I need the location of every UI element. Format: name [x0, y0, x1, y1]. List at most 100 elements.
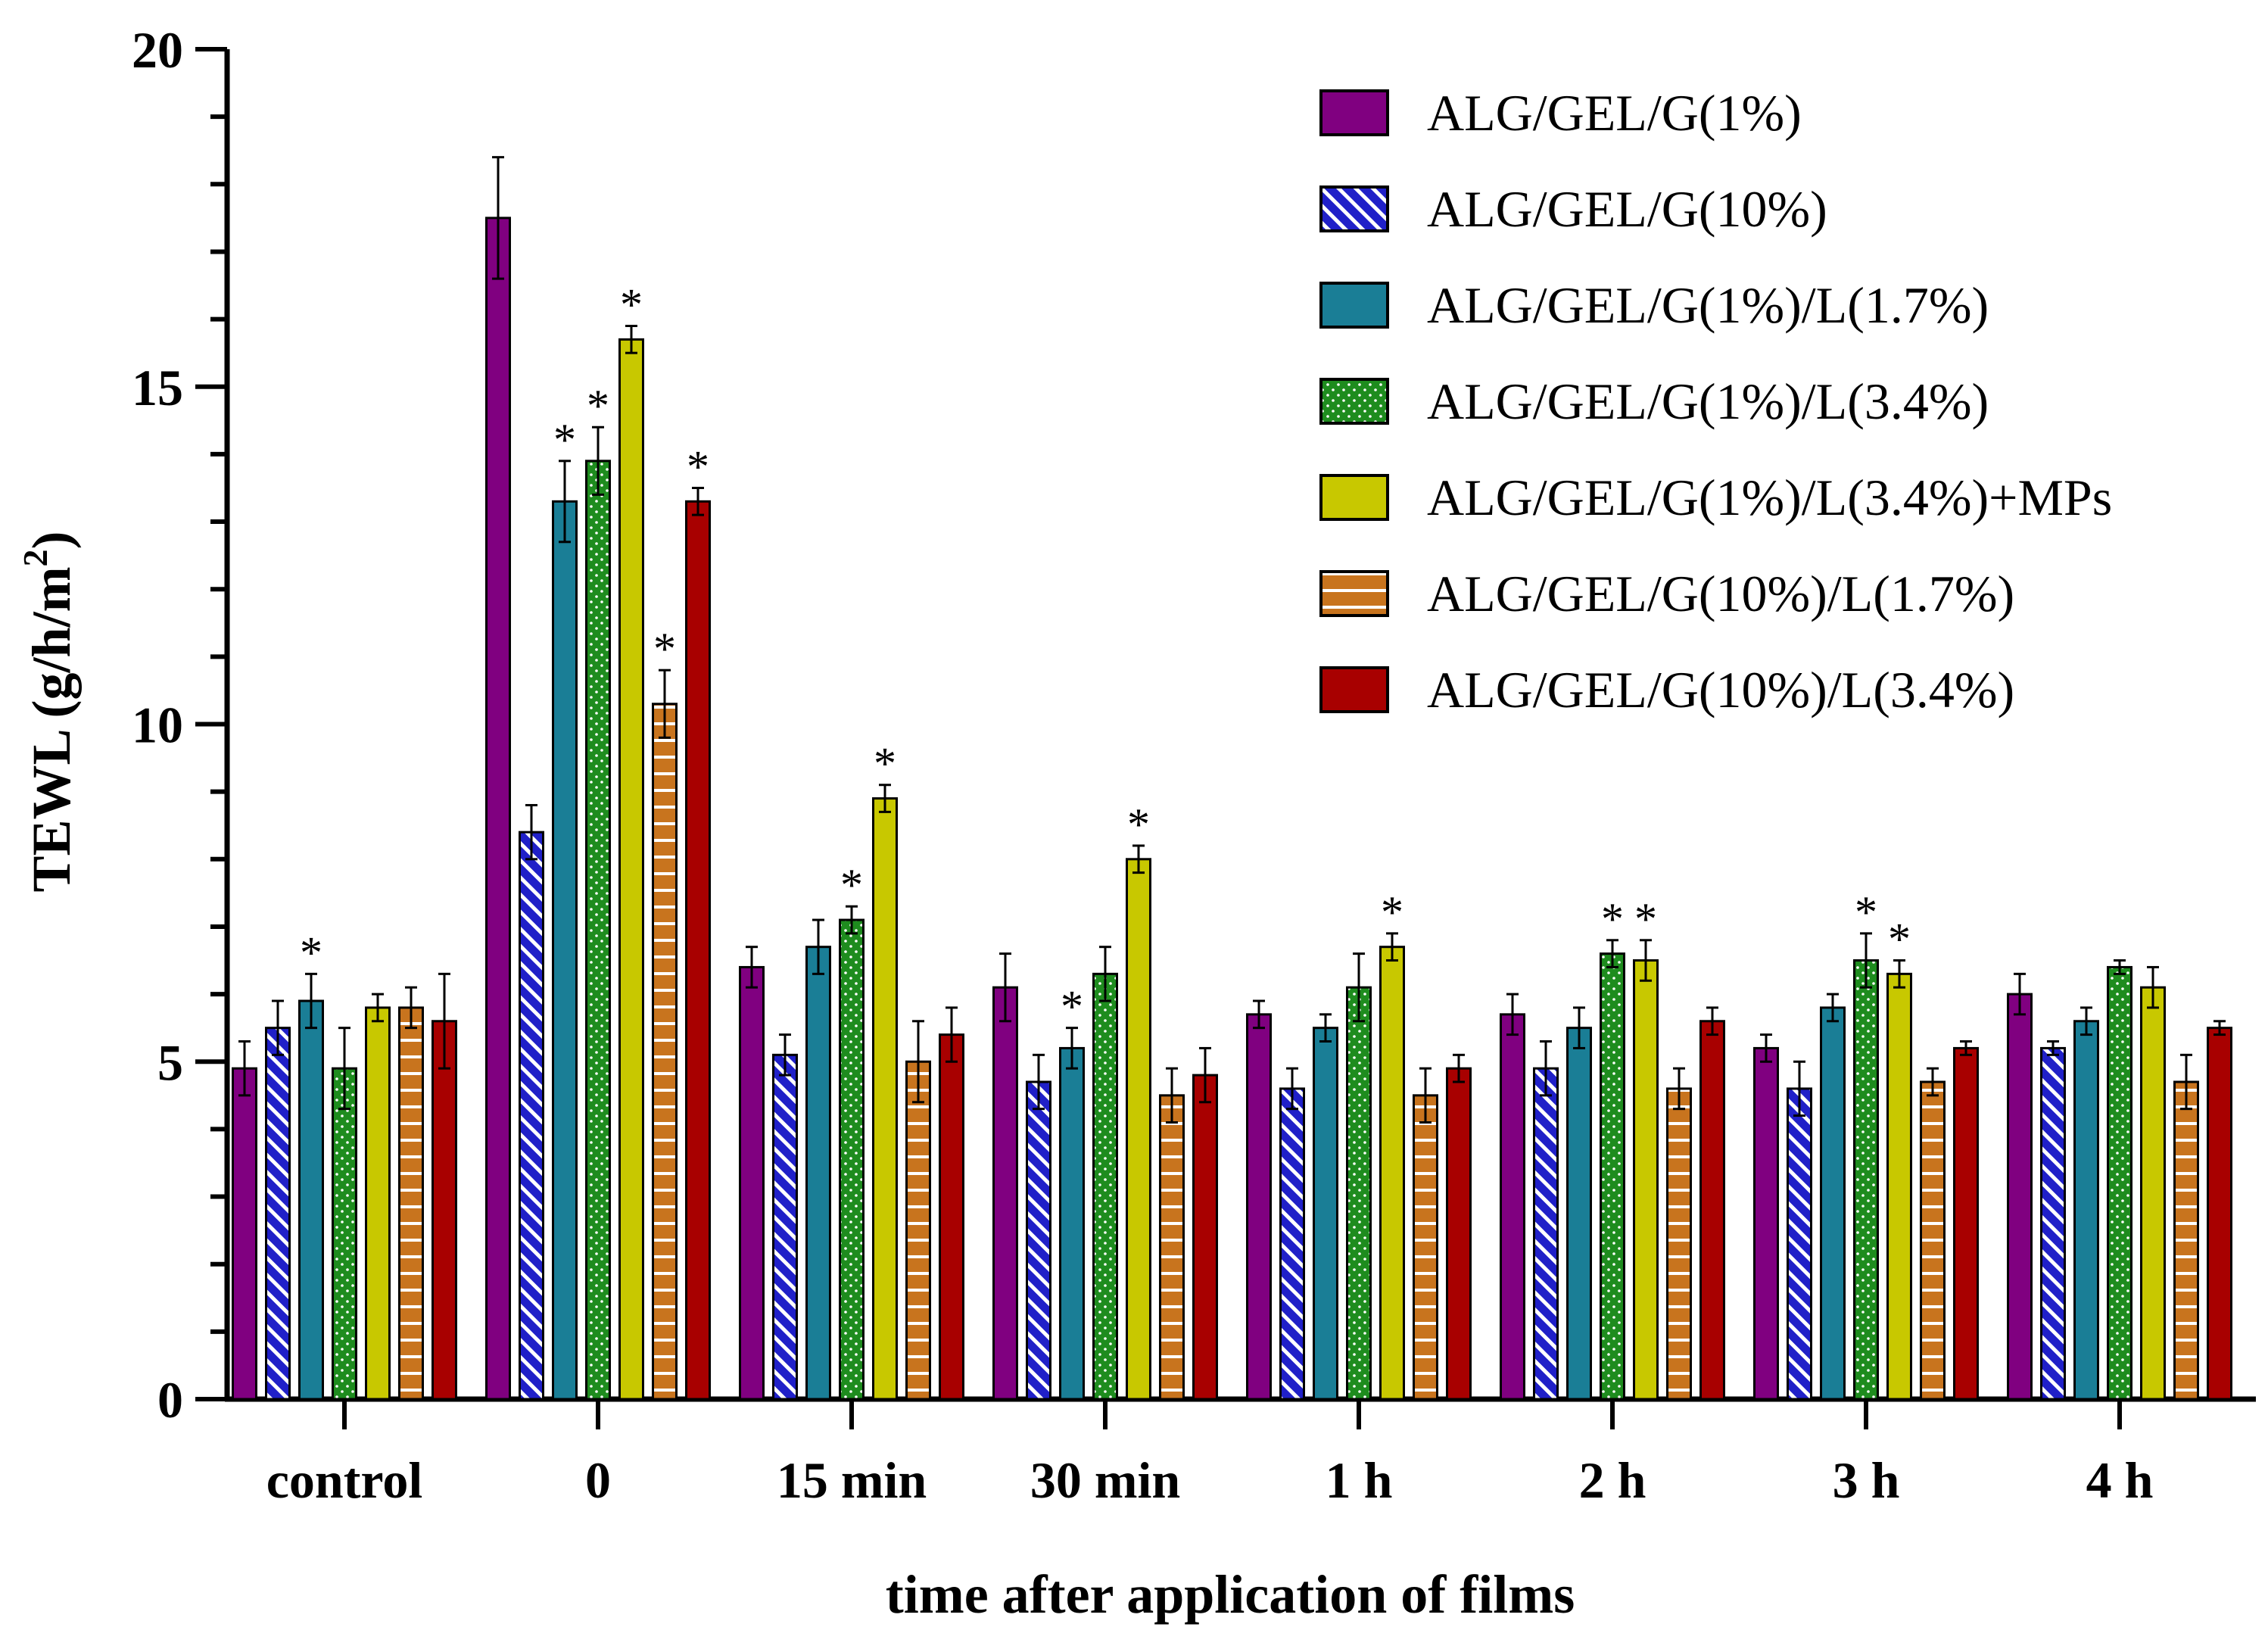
- bar: [2173, 1080, 2199, 1401]
- legend: ALG/GEL/G(1%) ALG/GEL/G(10%) ALG/GEL/G(1%)…: [1319, 84, 2112, 718]
- y-tick-label: 5: [157, 1033, 183, 1091]
- legend-swatch: [1319, 185, 1389, 232]
- legend-label: ALG/GEL/G(1%)/L(1.7%): [1427, 276, 1989, 334]
- legend-swatch: [1319, 666, 1389, 713]
- bar: [1699, 1020, 1725, 1401]
- bar: [872, 797, 898, 1401]
- significance-marker: *: [553, 415, 576, 465]
- bar: [1026, 1080, 1051, 1401]
- bar: [485, 217, 511, 1401]
- bar: [552, 500, 578, 1401]
- bar: [1633, 959, 1659, 1401]
- bar: [1346, 986, 1372, 1401]
- significance-marker: *: [1127, 800, 1150, 849]
- legend-swatch: [1319, 89, 1389, 136]
- legend-swatch: [1319, 378, 1389, 425]
- bar: [618, 338, 644, 1401]
- y-axis-title-superscript: 2: [16, 549, 55, 566]
- significance-marker: *: [1855, 887, 1877, 937]
- bar: [939, 1033, 964, 1401]
- bar: [2040, 1046, 2066, 1401]
- bar: [1666, 1087, 1692, 1401]
- bar: [905, 1060, 931, 1401]
- significance-marker: *: [587, 381, 609, 431]
- significance-marker: *: [1061, 982, 1083, 1032]
- bar: [1059, 1046, 1085, 1401]
- y-tick-label: 15: [132, 359, 183, 416]
- bar: [1953, 1046, 1979, 1401]
- bar: [585, 460, 611, 1401]
- x-axis-title: time after application of films: [886, 1564, 1575, 1625]
- bar: [265, 1027, 291, 1401]
- bar: [298, 999, 324, 1401]
- y-tick-label: 10: [132, 697, 183, 754]
- bar: [1092, 972, 1118, 1401]
- significance-marker: *: [687, 441, 709, 491]
- bar: [1787, 1087, 1812, 1401]
- bar: [1920, 1080, 1946, 1401]
- legend-label: ALG/GEL/G(10%)/L(1.7%): [1427, 565, 2014, 622]
- bar: [1159, 1094, 1185, 1401]
- legend-swatch: [1319, 282, 1389, 329]
- bar: [739, 965, 765, 1401]
- bar: [1500, 1013, 1525, 1401]
- significance-marker: *: [1888, 915, 1911, 965]
- bar: [805, 946, 831, 1401]
- legend-label: ALG/GEL/G(10%): [1427, 180, 1827, 238]
- x-tick-label: 4 h: [2086, 1451, 2154, 1509]
- legend-swatch: [1319, 570, 1389, 617]
- significance-marker: *: [1381, 887, 1403, 937]
- bar: [992, 986, 1018, 1401]
- x-tick-label: 15 min: [777, 1451, 927, 1509]
- x-tick-label: 0: [585, 1451, 611, 1509]
- bar: [398, 1006, 424, 1401]
- x-tick-label: control: [266, 1451, 423, 1509]
- legend-swatch: [1319, 474, 1389, 521]
- bar: [1753, 1046, 1779, 1401]
- bar: [1379, 946, 1405, 1401]
- bar: [1446, 1067, 1472, 1401]
- bar: [2107, 965, 2132, 1401]
- bar: [365, 1006, 391, 1401]
- bar: [1313, 1027, 1338, 1401]
- bar: [1600, 952, 1625, 1401]
- bar: [232, 1067, 257, 1401]
- bar: [332, 1067, 357, 1401]
- bar: [685, 500, 711, 1401]
- bar: [1566, 1027, 1592, 1401]
- bar: [1246, 1013, 1272, 1401]
- bar: [1853, 959, 1879, 1401]
- legend-label: ALG/GEL/G(10%)/L(3.4%): [1427, 661, 2014, 718]
- y-tick-label: 20: [132, 21, 183, 79]
- x-tick-label: 2 h: [1579, 1451, 1646, 1509]
- legend-label: ALG/GEL/G(1%): [1427, 84, 1802, 142]
- significance-marker: *: [1634, 894, 1657, 944]
- x-tick-label: 30 min: [1030, 1451, 1180, 1509]
- bar: [1886, 972, 1912, 1401]
- bar: [652, 703, 678, 1401]
- bar: [2140, 986, 2166, 1401]
- bar: [1279, 1087, 1305, 1401]
- bar: [2007, 993, 2033, 1401]
- bar: [839, 918, 865, 1401]
- y-axis-title-close: ): [21, 531, 82, 549]
- y-axis-title: TEWL (g/h/m2): [16, 531, 82, 892]
- legend-label: ALG/GEL/G(1%)/L(3.4%)+MPs: [1427, 469, 2112, 526]
- significance-marker: *: [840, 860, 863, 910]
- bar: [1533, 1067, 1559, 1401]
- y-tick-label: 0: [157, 1371, 183, 1429]
- bar: [1820, 1006, 1846, 1401]
- bar: [519, 831, 544, 1401]
- svg-text:TEWL (g/h/m2): TEWL (g/h/m2): [16, 531, 82, 892]
- x-tick-label: 1 h: [1326, 1451, 1393, 1509]
- bar: [2073, 1020, 2099, 1401]
- x-tick-label: 3 h: [1833, 1451, 1900, 1509]
- bar: [1126, 858, 1151, 1401]
- y-axis-title-text: TEWL (g/h/m: [21, 566, 82, 892]
- bar: [1413, 1094, 1438, 1401]
- significance-marker: *: [874, 739, 896, 789]
- significance-marker: *: [653, 624, 676, 674]
- significance-marker: *: [1601, 894, 1624, 944]
